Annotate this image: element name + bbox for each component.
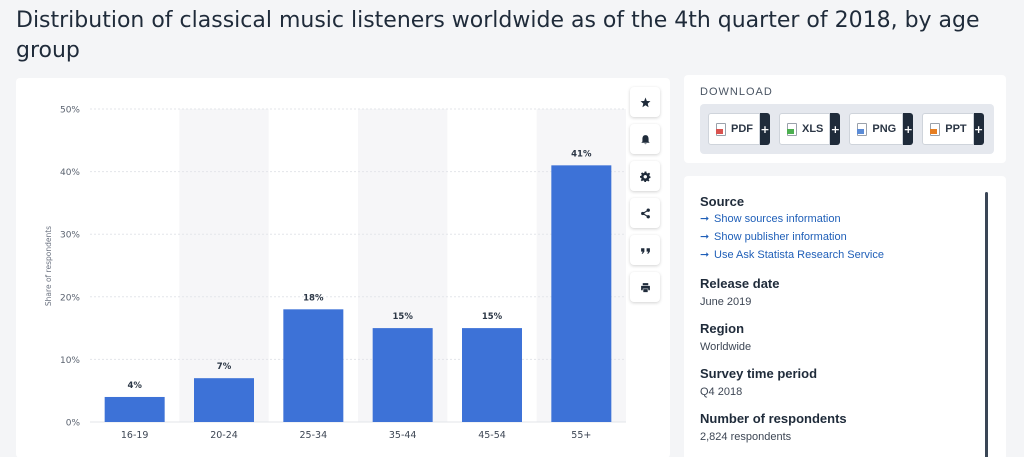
- plus-icon[interactable]: [760, 113, 770, 145]
- bar: [194, 378, 254, 422]
- region-label: Region: [700, 321, 745, 336]
- plus-icon[interactable]: [973, 113, 984, 145]
- share-icon: [640, 208, 650, 218]
- respondents-section: Number of respondents 2,824 respondents: [700, 411, 990, 444]
- notification-button[interactable]: [630, 124, 660, 154]
- png-file-icon: [857, 122, 868, 136]
- plus-icon[interactable]: [903, 113, 914, 145]
- arrow-right-icon: ➞: [700, 249, 710, 261]
- bar: [372, 328, 433, 422]
- share-button[interactable]: [630, 198, 660, 228]
- star-icon: [640, 97, 650, 107]
- download-xls-button[interactable]: XLS: [779, 113, 841, 145]
- column-band: [179, 109, 269, 422]
- show-publisher-link[interactable]: ➞ Show publisher information: [700, 228, 990, 246]
- settings-button[interactable]: [630, 161, 660, 191]
- download-panel: DOWNLOAD PDF XLS PNG PPT: [684, 75, 1006, 163]
- y-tick-label: 20%: [60, 293, 80, 303]
- bar: [283, 309, 344, 422]
- download-ppt-button[interactable]: PPT: [922, 113, 984, 145]
- bar-chart: 0% 10% 20% 30% 40% 50% Share of respondents 4% 1…: [44, 106, 626, 441]
- ppt-file-icon: [930, 122, 941, 136]
- data-label: 7%: [217, 362, 232, 372]
- survey-period-section: Survey time period Q4 2018: [700, 366, 990, 399]
- release-date-section: Release date June 2019: [700, 276, 990, 309]
- download-buttons: PDF XLS PNG PPT: [700, 104, 994, 154]
- gear-icon: [639, 171, 650, 182]
- plus-icon[interactable]: [830, 113, 841, 145]
- download-title: DOWNLOAD: [700, 86, 773, 98]
- y-tick-label: 0%: [66, 419, 81, 429]
- statistic-info-panel: Source ➞ Show sources information ➞ Show p…: [684, 176, 1006, 457]
- download-png-label: PNG: [872, 123, 897, 135]
- x-tick-label: 20-24: [210, 430, 238, 441]
- download-pdf-button[interactable]: PDF: [708, 113, 770, 145]
- survey-period-label: Survey time period: [700, 366, 818, 381]
- print-icon: [640, 282, 650, 292]
- y-tick-label: 40%: [60, 168, 80, 178]
- show-publisher-text: Show publisher information: [714, 231, 847, 243]
- scrollbar[interactable]: [985, 192, 988, 457]
- x-tick-label: 16-19: [121, 430, 149, 441]
- source-label: Source: [700, 194, 745, 209]
- release-date-value: June 2019: [700, 296, 752, 308]
- download-pdf-label: PDF: [731, 123, 753, 135]
- show-sources-text: Show sources information: [714, 213, 841, 225]
- data-label: 41%: [571, 149, 592, 159]
- region-value: Worldwide: [700, 341, 752, 353]
- chart-toolbar: [630, 87, 662, 309]
- favorite-button[interactable]: [630, 87, 660, 117]
- y-tick-label: 50%: [60, 106, 80, 116]
- page-title: Distribution of classical music listener…: [16, 8, 980, 63]
- y-axis-label: Share of respondents: [44, 226, 53, 306]
- x-tick-label: 45-54: [478, 430, 506, 441]
- respondents-label: Number of respondents: [700, 411, 847, 426]
- data-label: 18%: [303, 293, 324, 303]
- y-tick-label: 10%: [60, 356, 80, 366]
- download-ppt-label: PPT: [945, 123, 967, 135]
- x-tick-label: 55+: [571, 430, 591, 441]
- data-label: 15%: [392, 312, 413, 322]
- cite-button[interactable]: [630, 235, 660, 265]
- release-date-label: Release date: [700, 276, 780, 291]
- bar: [551, 165, 612, 422]
- respondents-value: 2,824 respondents: [700, 431, 792, 443]
- download-xls-label: XLS: [802, 123, 824, 135]
- quote-icon: [640, 247, 650, 254]
- y-tick-label: 30%: [60, 231, 80, 241]
- bell-icon: [640, 134, 650, 144]
- bar: [462, 328, 522, 422]
- chart-card: 0% 10% 20% 30% 40% 50% Share of respondents 4% 1…: [16, 78, 670, 457]
- show-sources-link[interactable]: ➞ Show sources information: [700, 210, 990, 228]
- data-label: 4%: [127, 381, 142, 391]
- source-section: Source ➞ Show sources information ➞ Show p…: [700, 194, 990, 264]
- x-tick-label: 25-34: [300, 430, 328, 441]
- pdf-file-icon: [716, 122, 726, 136]
- print-button[interactable]: [630, 272, 660, 302]
- bar: [104, 396, 165, 422]
- arrow-right-icon: ➞: [700, 213, 710, 225]
- xls-file-icon: [787, 122, 797, 136]
- x-tick-label: 35-44: [389, 430, 417, 441]
- data-label: 15%: [482, 312, 503, 322]
- research-service-link[interactable]: ➞ Use Ask Statista Research Service: [700, 246, 990, 264]
- arrow-right-icon: ➞: [700, 231, 710, 243]
- download-png-button[interactable]: PNG: [849, 113, 914, 145]
- survey-period-value: Q4 2018: [700, 386, 743, 398]
- region-section: Region Worldwide: [700, 321, 990, 354]
- research-service-text: Use Ask Statista Research Service: [714, 249, 884, 261]
